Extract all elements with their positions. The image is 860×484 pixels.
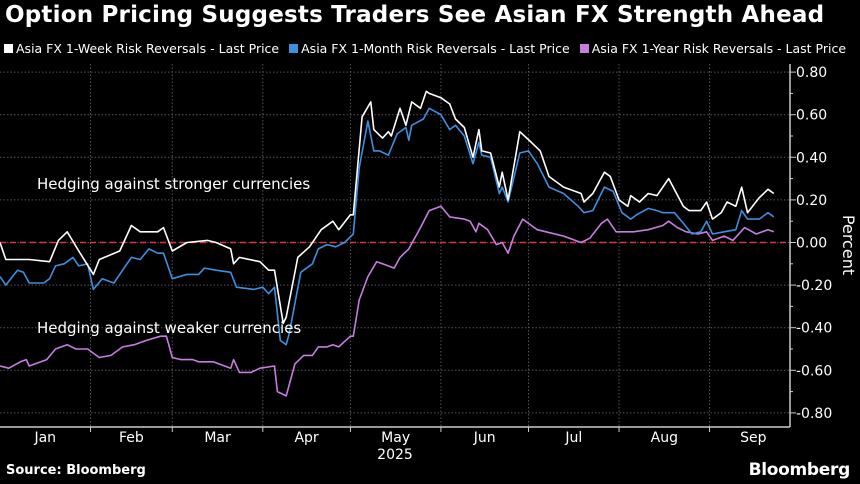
annotation-weaker: Hedging against weaker currencies [37,319,301,337]
x-axis: Jan Feb Mar Apr May Jun Jul Aug Sep [0,426,790,446]
y-tick-label: 0.60 [796,108,827,124]
chart-title: Option Pricing Suggests Traders See Asia… [5,2,825,28]
legend-item-1-year: Asia FX 1-Year Risk Reversals - Last Pri… [579,41,847,56]
legend-swatch-purple [579,44,589,53]
gridlines [0,64,790,427]
source-note: Source: Bloomberg [6,463,146,478]
annotation-stronger: Hedging against stronger currencies [37,175,310,193]
y-tick-label: -0.20 [796,278,832,294]
y-axis-label: Percent [839,215,858,275]
legend-swatch-white [4,44,13,53]
y-tick-label: 0.00 [796,236,827,252]
x-tick-label: Sep [740,430,767,446]
y-tick-label: 0.40 [796,150,827,166]
y-tick-label: -0.60 [796,363,832,379]
y-tick-label: -0.40 [796,321,832,337]
x-tick-label: Jan [33,430,56,446]
y-tick-label: 0.80 [796,65,827,81]
legend-item-1-month: Asia FX 1-Month Risk Reversals - Last Pr… [289,41,570,56]
x-axis-year-label: 2025 [377,447,413,463]
legend-label: Asia FX 1-Week Risk Reversals - Last Pri… [16,41,280,56]
x-tick-label: May [381,430,410,446]
bloomberg-logo: Bloomberg [748,460,851,480]
series-line-1-month [0,107,775,346]
y-tick-label: -0.80 [796,406,832,422]
x-tick-label: Feb [119,430,144,446]
legend-label: Asia FX 1-Year Risk Reversals - Last Pri… [591,41,847,56]
legend-label: Asia FX 1-Month Risk Reversals - Last Pr… [301,41,570,56]
y-tick-label: 0.20 [796,193,827,209]
x-tick-label: Mar [204,430,231,446]
x-tick-label: Apr [294,430,318,446]
x-tick-label: Aug [651,430,678,446]
y-axis: 0.80 0.60 0.40 0.20 0.00 -0.20 -0.40 -0.60 -0.80 [789,64,832,427]
legend-item-1-week: Asia FX 1-Week Risk Reversals - Last Pri… [4,41,279,56]
series-lines [0,90,790,397]
x-tick-label: Jun [473,430,496,446]
x-tick-label: Jul [564,430,582,446]
series-line-1-year [0,205,775,397]
legend-swatch-blue [289,44,299,53]
series-line-1-week [0,90,775,325]
legend: Asia FX 1-Week Risk Reversals - Last Pri… [4,41,846,56]
